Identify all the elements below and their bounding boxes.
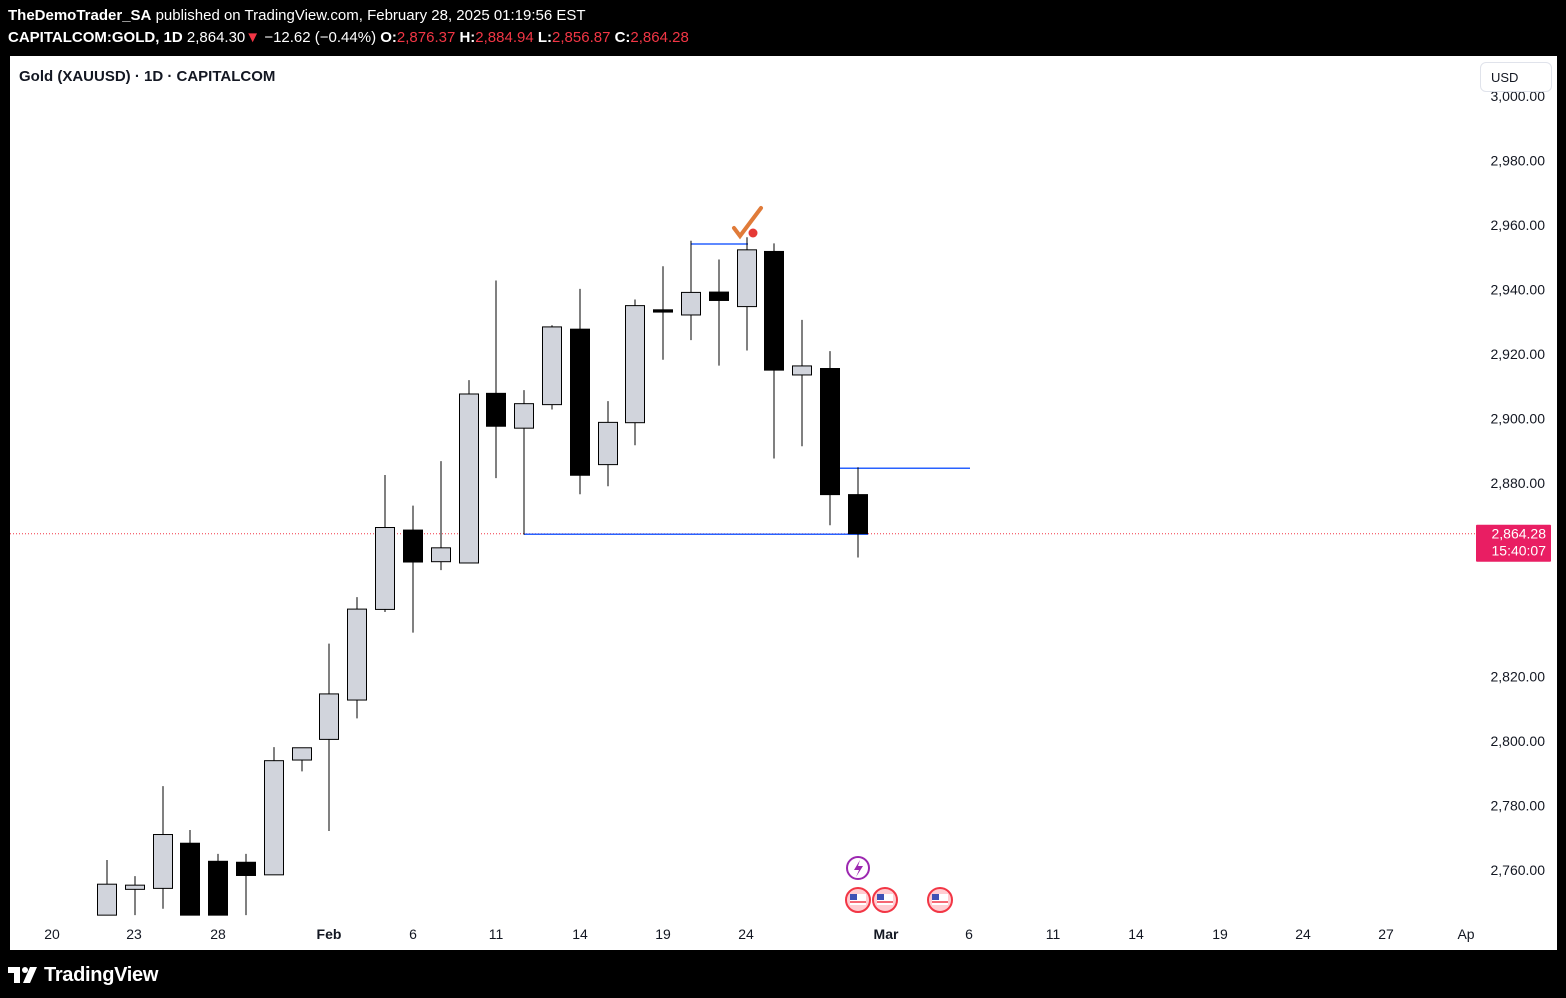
time-axis-label: 19 — [655, 926, 671, 942]
time-axis-label: 28 — [210, 926, 226, 942]
time-axis-label: 23 — [126, 926, 142, 942]
open-label: O: — [380, 29, 397, 46]
price-tag-countdown: 15:40:07 — [1492, 543, 1547, 559]
price-axis-label: 2,800.00 — [1491, 733, 1546, 749]
candle-up[interactable] — [792, 365, 812, 376]
lightning-bolt-icon — [854, 860, 863, 877]
candle-up[interactable] — [514, 403, 534, 429]
candle-up[interactable] — [347, 608, 367, 701]
candle-up[interactable] — [125, 884, 145, 890]
currency-button[interactable]: USD — [1480, 62, 1552, 92]
candle-up[interactable] — [431, 547, 451, 563]
time-axis-label: 14 — [572, 926, 588, 942]
drawing-check-icon[interactable] — [732, 206, 763, 240]
candle-up[interactable] — [292, 747, 312, 761]
price-chart[interactable]: 2,760.00 2,780.00 2,800.00 2,820.00 2,880.00… — [10, 56, 1557, 950]
candle-up[interactable] — [542, 326, 562, 406]
candle-up[interactable] — [459, 393, 479, 564]
flag-field — [877, 894, 893, 905]
time-axis-label: 19 — [1212, 926, 1228, 942]
price-axis-label: 2,980.00 — [1491, 153, 1546, 169]
candle-down[interactable] — [208, 860, 228, 916]
price-axis-label: 2,760.00 — [1491, 862, 1546, 878]
candle-down[interactable] — [709, 291, 729, 301]
price-axis-label: 2,780.00 — [1491, 798, 1546, 814]
high-label: H: — [459, 29, 476, 46]
price-axis-label: 2,920.00 — [1491, 346, 1546, 362]
drawing-dot-icon — [748, 228, 758, 238]
high-value: 2,884.94 — [475, 29, 534, 46]
price-tag-bg — [1476, 524, 1551, 562]
publish-date: published on TradingView.com, February 2… — [155, 7, 586, 24]
low-label: L: — [537, 29, 553, 46]
candle-up[interactable] — [97, 883, 117, 916]
price-axis-label: 2,820.00 — [1491, 669, 1546, 685]
time-axis-label: 14 — [1128, 926, 1144, 942]
candle-up[interactable] — [625, 305, 645, 424]
flag-field — [850, 894, 866, 905]
candle-down[interactable] — [403, 529, 423, 563]
brand-name: TradingView — [44, 963, 159, 986]
flag-canton — [932, 894, 939, 900]
candle-down[interactable] — [180, 842, 200, 916]
time-axis-label: Feb — [317, 926, 342, 942]
candle-up[interactable] — [264, 760, 284, 876]
price-axis-label: 2,960.00 — [1491, 217, 1546, 233]
price-axis-label: 3,000.00 — [1491, 88, 1546, 104]
author-name[interactable]: TheDemoTrader_SA — [8, 7, 152, 24]
flag-canton — [850, 894, 857, 900]
time-axis-label: 27 — [1378, 926, 1394, 942]
candle-down[interactable] — [820, 368, 840, 496]
time-axis-label: Ap — [1457, 926, 1474, 942]
close-label: C: — [614, 29, 631, 46]
publish-info: TheDemoTrader_SA published on TradingVie… — [8, 7, 586, 24]
time-axis-label: 6 — [965, 926, 973, 942]
price-axis-label: 2,900.00 — [1491, 411, 1546, 427]
candle-up[interactable] — [319, 693, 339, 740]
candle-down[interactable] — [570, 328, 590, 476]
symbol-title: Gold (XAUUSD) · 1D · CAPITALCOM — [19, 68, 276, 85]
low-value: 2,856.87 — [552, 29, 611, 46]
tradingview-icon — [8, 967, 37, 983]
price-change: −12.62 (−0.44%) — [264, 29, 377, 46]
time-axis-label: 24 — [738, 926, 754, 942]
candle-up[interactable] — [681, 291, 701, 316]
ohlc-legend: CAPITALCOM:GOLD, 1D 2,864.30▼ −12.62 (−0… — [8, 29, 689, 46]
candle-up[interactable] — [375, 527, 395, 610]
price-axis-label: 2,880.00 — [1491, 475, 1546, 491]
candle-down[interactable] — [236, 861, 256, 876]
tradingview-logo[interactable]: TradingView — [8, 962, 158, 988]
flag-field — [932, 894, 948, 905]
flag-canton — [877, 894, 884, 900]
price-axis-label: 2,940.00 — [1491, 282, 1546, 298]
chart-panel[interactable]: 2,760.00 2,780.00 2,800.00 2,820.00 2,880.00… — [10, 56, 1557, 950]
time-axis-label: Mar — [874, 926, 899, 942]
last-price: 2,864.30 — [186, 29, 246, 46]
candle-up[interactable] — [737, 249, 757, 308]
candle-down[interactable] — [764, 250, 784, 371]
close-value: 2,864.28 — [630, 29, 689, 46]
ticker-label: CAPITALCOM:GOLD, 1D — [8, 29, 183, 46]
candle-down[interactable] — [486, 392, 506, 427]
candle-up[interactable] — [153, 834, 173, 889]
time-axis-label: 24 — [1295, 926, 1311, 942]
time-axis-label: 11 — [1046, 926, 1061, 942]
candle-down[interactable] — [653, 309, 673, 313]
candles-group — [97, 237, 868, 916]
time-axis-label: 6 — [409, 926, 417, 942]
down-arrow-icon: ▼ — [245, 29, 261, 46]
candle-up[interactable] — [598, 421, 618, 466]
open-value: 2,876.37 — [396, 29, 456, 46]
price-tag-value: 2,864.28 — [1492, 526, 1547, 542]
time-axis-label: 20 — [44, 926, 60, 942]
time-axis-label: 11 — [489, 926, 504, 942]
candle-down[interactable] — [848, 494, 868, 535]
